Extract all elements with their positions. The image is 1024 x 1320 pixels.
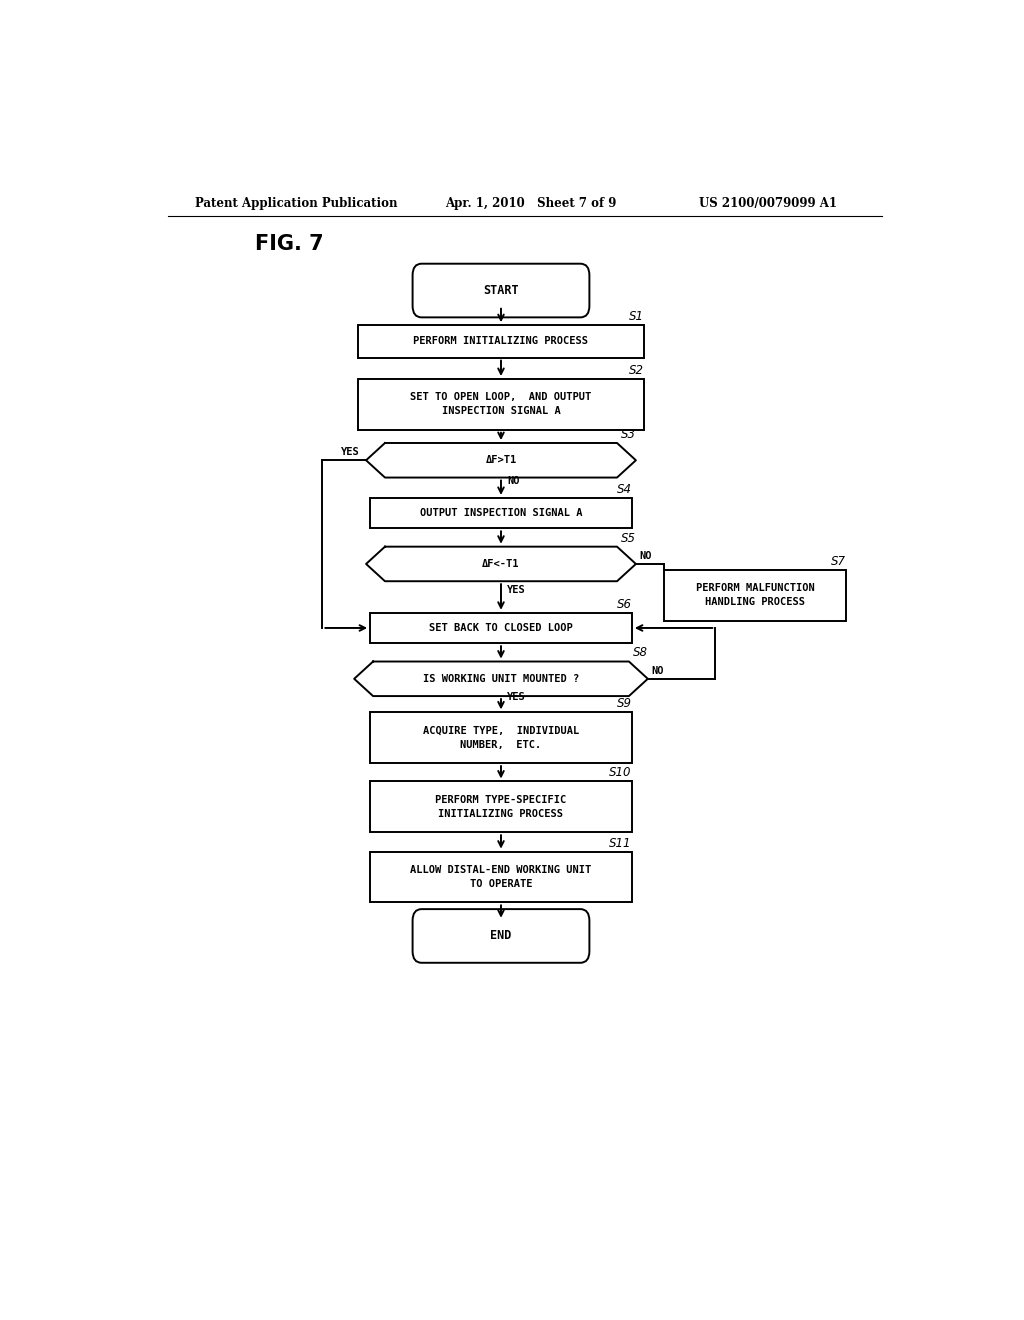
Bar: [370, 612, 632, 643]
Text: PERFORM MALFUNCTION
HANDLING PROCESS: PERFORM MALFUNCTION HANDLING PROCESS: [695, 583, 814, 607]
FancyBboxPatch shape: [413, 909, 590, 962]
Polygon shape: [354, 661, 648, 696]
Text: ΔF>T1: ΔF>T1: [485, 455, 517, 465]
Text: YES: YES: [507, 692, 526, 702]
Bar: [664, 570, 846, 620]
FancyBboxPatch shape: [413, 264, 590, 317]
Text: US 2100/0079099 A1: US 2100/0079099 A1: [699, 197, 838, 210]
Bar: [370, 498, 632, 528]
Text: Patent Application Publication: Patent Application Publication: [196, 197, 398, 210]
Text: YES: YES: [341, 447, 359, 457]
Text: S8: S8: [633, 647, 648, 660]
Text: PERFORM TYPE-SPECIFIC
INITIALIZING PROCESS: PERFORM TYPE-SPECIFIC INITIALIZING PROCE…: [435, 795, 566, 818]
Text: OUTPUT INSPECTION SIGNAL A: OUTPUT INSPECTION SIGNAL A: [420, 508, 583, 519]
Text: NO: NO: [652, 665, 665, 676]
Text: S6: S6: [616, 598, 632, 611]
Bar: [358, 325, 644, 358]
Text: PERFORM INITIALIZING PROCESS: PERFORM INITIALIZING PROCESS: [414, 337, 589, 346]
Text: S4: S4: [616, 483, 632, 496]
Text: ACQUIRE TYPE,  INDIVIDUAL
NUMBER,  ETC.: ACQUIRE TYPE, INDIVIDUAL NUMBER, ETC.: [423, 726, 580, 750]
Text: ΔF<-T1: ΔF<-T1: [482, 558, 520, 569]
Text: S2: S2: [629, 364, 644, 378]
Text: SET BACK TO CLOSED LOOP: SET BACK TO CLOSED LOOP: [429, 623, 572, 634]
Text: S7: S7: [831, 554, 846, 568]
Polygon shape: [366, 546, 636, 581]
Bar: [358, 379, 644, 430]
Bar: [370, 781, 632, 833]
Text: ALLOW DISTAL-END WORKING UNIT
TO OPERATE: ALLOW DISTAL-END WORKING UNIT TO OPERATE: [411, 865, 592, 888]
Text: FIG. 7: FIG. 7: [255, 234, 324, 253]
Text: S5: S5: [621, 532, 636, 545]
Text: IS WORKING UNIT MOUNTED ?: IS WORKING UNIT MOUNTED ?: [423, 673, 580, 684]
Text: S3: S3: [621, 428, 636, 441]
Bar: [370, 713, 632, 763]
Bar: [370, 851, 632, 903]
Text: S10: S10: [609, 767, 632, 779]
Text: S1: S1: [629, 310, 644, 323]
Text: Apr. 1, 2010   Sheet 7 of 9: Apr. 1, 2010 Sheet 7 of 9: [445, 197, 616, 210]
Text: YES: YES: [507, 585, 526, 595]
Text: S11: S11: [609, 837, 632, 850]
Text: END: END: [490, 929, 512, 942]
Polygon shape: [366, 444, 636, 478]
Text: SET TO OPEN LOOP,  AND OUTPUT
INSPECTION SIGNAL A: SET TO OPEN LOOP, AND OUTPUT INSPECTION …: [411, 392, 592, 416]
Text: NO: NO: [640, 550, 652, 561]
Text: S9: S9: [616, 697, 632, 710]
Text: START: START: [483, 284, 519, 297]
Text: NO: NO: [507, 475, 520, 486]
